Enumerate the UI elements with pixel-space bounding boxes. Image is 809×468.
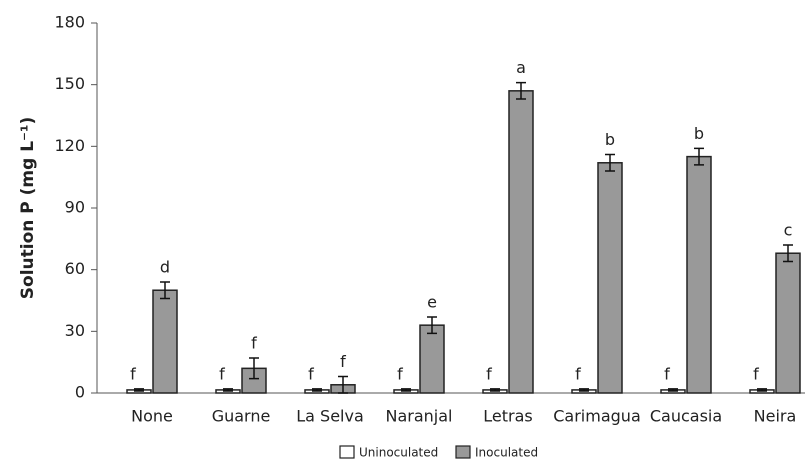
y-tick-label: 150 xyxy=(54,74,85,93)
x-tick-label: None xyxy=(131,407,173,426)
y-tick-label: 0 xyxy=(75,383,85,402)
error-bar xyxy=(579,388,589,392)
significance-letter: f xyxy=(486,364,492,383)
x-tick-label: Letras xyxy=(483,407,532,426)
error-bar xyxy=(223,388,233,392)
error-bar xyxy=(668,388,678,392)
significance-letter: c xyxy=(784,221,793,240)
significance-letter: f xyxy=(251,334,257,353)
significance-letter: f xyxy=(397,364,403,383)
significance-letter: f xyxy=(308,364,314,383)
bar xyxy=(419,324,445,394)
bar xyxy=(241,367,267,394)
error-bar xyxy=(427,316,437,335)
bar xyxy=(508,90,534,394)
legend-swatch xyxy=(339,445,355,459)
significance-letter: f xyxy=(753,364,759,383)
x-tick-label: Naranjal xyxy=(386,407,453,426)
error-bar xyxy=(694,147,704,166)
error-bar xyxy=(605,153,615,172)
x-tick-label: Neira xyxy=(754,407,797,426)
legend-swatch xyxy=(455,445,471,459)
legend-label: Uninoculated xyxy=(359,446,438,460)
bar xyxy=(597,162,623,394)
error-bar xyxy=(783,244,793,263)
error-bar xyxy=(401,388,411,392)
significance-letter: e xyxy=(427,292,437,311)
error-bar xyxy=(249,357,259,380)
significance-letter: f xyxy=(340,352,346,371)
error-bar xyxy=(516,81,526,100)
y-axis-label: Solution P (mg L⁻¹) xyxy=(18,117,38,299)
x-tick-label: Carimagua xyxy=(553,407,641,426)
x-tick-label: Caucasia xyxy=(650,407,722,426)
bar xyxy=(775,252,801,394)
y-tick-label: 90 xyxy=(65,198,85,217)
y-tick-label: 30 xyxy=(65,321,85,340)
error-bar xyxy=(757,388,767,392)
significance-letter: d xyxy=(160,258,170,277)
error-bar xyxy=(312,388,322,392)
significance-letter: f xyxy=(575,364,581,383)
significance-letter: f xyxy=(130,364,136,383)
error-bar xyxy=(338,375,348,394)
bar xyxy=(152,289,178,394)
y-tick-label: 60 xyxy=(65,259,85,278)
error-bar xyxy=(160,281,170,300)
error-bar xyxy=(490,388,500,392)
x-tick-label: Guarne xyxy=(212,407,271,426)
significance-letter: a xyxy=(516,58,526,77)
significance-letter: b xyxy=(605,130,615,149)
significance-letter: f xyxy=(219,364,225,383)
bar xyxy=(686,155,712,394)
legend-label: Inoculated xyxy=(475,446,538,460)
y-tick-label: 180 xyxy=(54,13,85,32)
x-tick-label: La Selva xyxy=(296,407,364,426)
y-tick-label: 120 xyxy=(54,136,85,155)
error-bar xyxy=(134,388,144,392)
significance-letter: f xyxy=(664,364,670,383)
significance-letter: b xyxy=(694,124,704,143)
